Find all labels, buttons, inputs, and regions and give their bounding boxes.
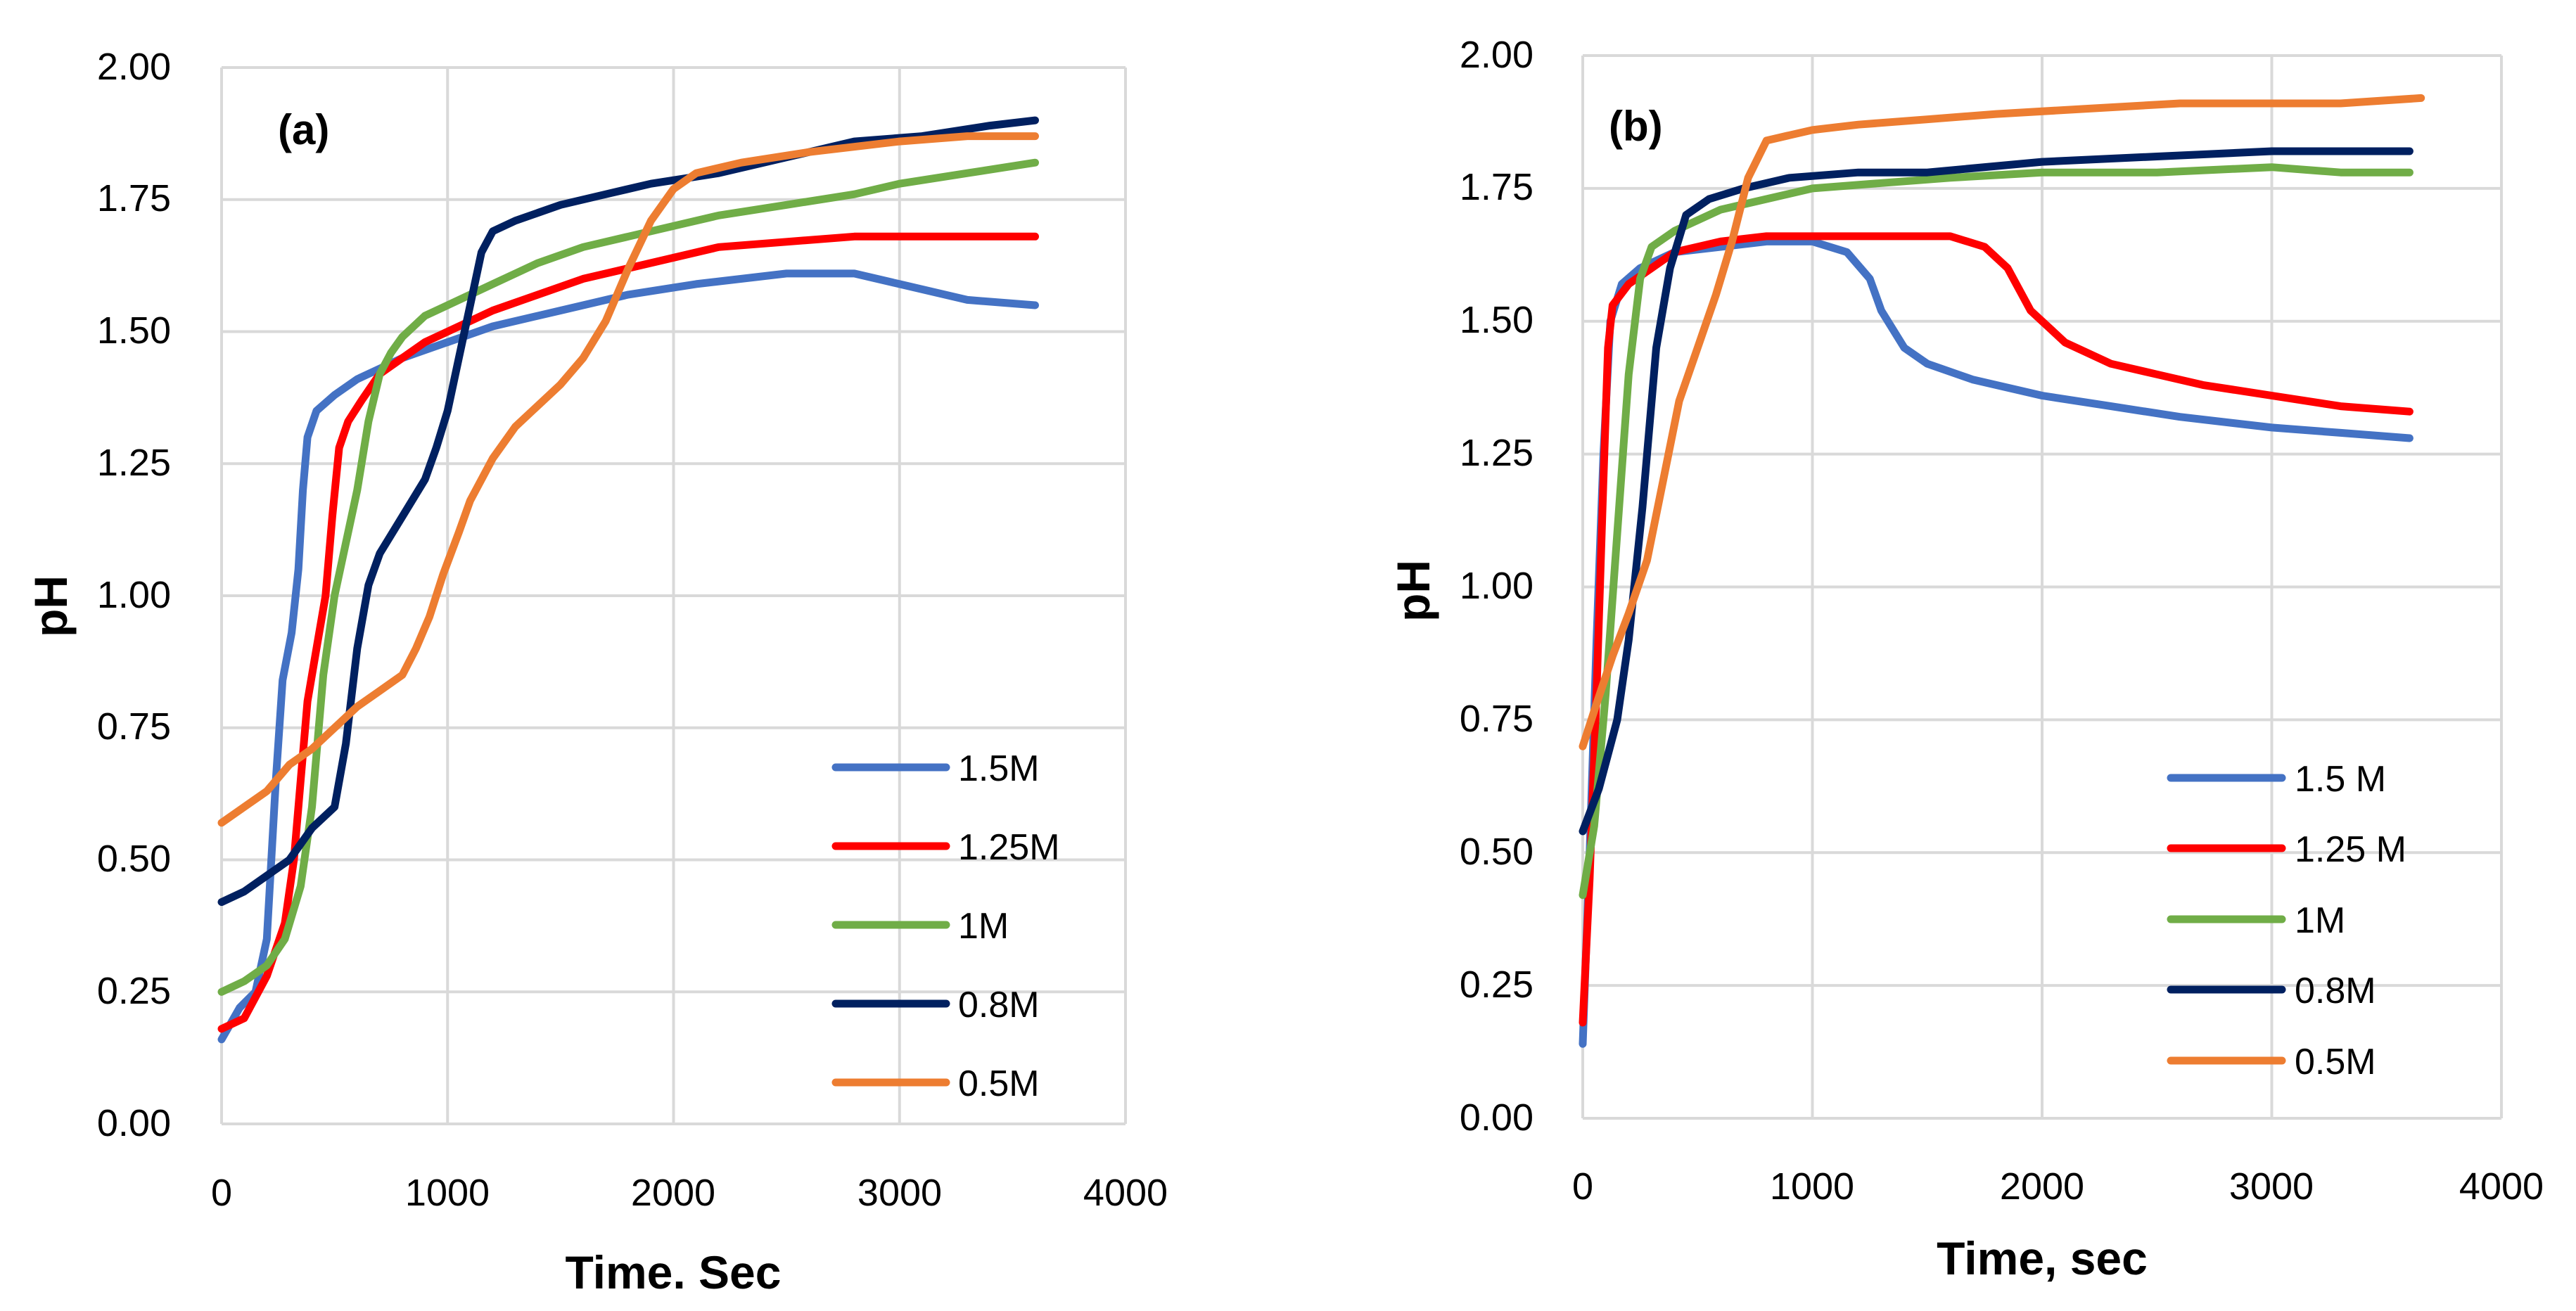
y-tick-label: 0.75 [97,705,171,748]
y-tick-label: 0.25 [1460,964,1534,1006]
legend-item: 1M [2167,900,2345,941]
x-tick-label: 2000 [631,1172,715,1214]
x-tick-label: 1000 [1770,1165,1854,1208]
series-line [1579,232,2414,1027]
x-tick-label: 0 [211,1172,232,1214]
series-group-a [217,116,1039,1044]
series-group-b [1579,94,2425,1048]
y-tick-label: 0.75 [1460,698,1534,740]
y-tick-label: 0.00 [97,1102,171,1144]
y-tick-label: 2.00 [97,46,171,88]
x-tick-label: 1000 [405,1172,490,1214]
x-tick-label: 3000 [857,1172,942,1214]
legend-label: 1.25M [958,827,1060,868]
legend-label: 0.8M [2295,971,2376,1011]
y-tick-label: 1.00 [1460,565,1534,607]
legend-item: 0.5M [2167,1042,2376,1082]
panel-label-b: (b) [1609,103,1663,150]
legend-item: 1.5M [831,748,1040,789]
legend-label: 1.5 M [2295,759,2386,800]
legend-label: 1M [2295,900,2345,941]
y-tick-label: 1.50 [97,309,171,352]
series-line [217,158,1039,996]
x-axis-title: Time. Sec [566,1246,782,1298]
y-axis-title: pH [25,575,77,637]
y-tick-label: 2.00 [1460,34,1534,76]
grid-b [1581,54,2503,1120]
y-tick-label: 1.00 [97,574,171,616]
legend-item: 1M [831,906,1009,947]
x-tick-label: 3000 [2229,1165,2314,1208]
series-line [217,132,1039,827]
y-tick-label: 0.25 [97,970,171,1012]
series-line [1579,147,2414,836]
y-tick-label: 0.50 [97,838,171,880]
y-tick-label: 1.75 [97,177,171,219]
grid-a [220,66,1127,1125]
x-axis-title: Time, sec [1937,1232,2148,1284]
y-tick-label: 1.25 [1460,432,1534,474]
series-line [1579,94,2425,750]
y-tick-label: 0.00 [1460,1096,1534,1139]
legend-label: 1M [958,906,1009,947]
y-tick-label: 0.50 [1460,831,1534,873]
legend-item: 1.5 M [2167,759,2386,800]
legend-item: 0.5M [831,1063,1040,1104]
chart-panel-b: 0.00 0.25 0.50 0.75 1.00 1.25 1.50 1.75 … [1387,34,2544,1284]
legend-label: 1.25 M [2295,829,2406,870]
x-tick-label: 2000 [2000,1165,2084,1208]
legend-item: 1.25M [831,827,1060,868]
x-tick-label: 4000 [1083,1172,1168,1214]
legend-label: 1.5M [958,748,1040,789]
legend-b: 1.5 M 1.25 M 1M 0.8M 0.5M [2167,759,2406,1082]
y-axis-title: pH [1387,560,1439,622]
legend-label: 0.5M [2295,1042,2376,1082]
y-tick-label: 1.25 [97,442,171,484]
legend-item: 1.25 M [2167,829,2406,870]
x-tick-label: 0 [1572,1165,1593,1208]
series-line [217,232,1039,1033]
legend-item: 0.8M [2167,971,2376,1011]
series-line [1579,237,2414,1048]
panel-label-a: (a) [278,106,329,153]
x-tick-label: 4000 [2459,1165,2544,1208]
chart-panel-a: 0.00 0.25 0.50 0.75 1.00 1.25 1.50 1.75 … [25,46,1168,1298]
y-tick-label: 1.50 [1460,299,1534,341]
legend-a: 1.5M 1.25M 1M 0.8M 0.5M [831,748,1060,1104]
series-line [1579,163,2414,900]
legend-label: 0.8M [958,985,1040,1025]
legend-label: 0.5M [958,1063,1040,1104]
series-line [217,116,1039,907]
legend-item: 0.8M [831,985,1040,1025]
y-tick-label: 1.75 [1460,166,1534,208]
